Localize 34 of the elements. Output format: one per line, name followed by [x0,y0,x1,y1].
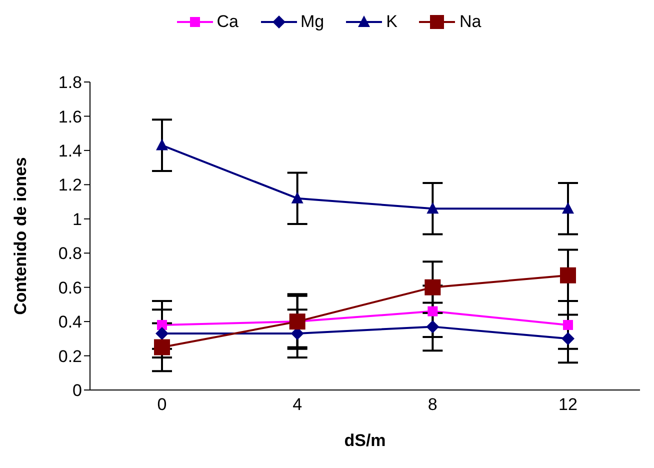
point [428,306,438,316]
legend-label: Ca [216,12,239,32]
legend-label: K [385,12,398,32]
x-tick-label: 8 [428,395,438,414]
y-tick-label: 0.2 [58,346,82,366]
point [560,267,576,284]
x-tick-label: 12 [558,395,578,414]
point [291,192,304,204]
y-axis-title: Contenido de iones [11,157,30,315]
legend-label: Mg [300,12,324,32]
legend-label: Na [458,12,482,32]
y-tick-label: 0.8 [58,244,82,264]
y-tick-label: 0.6 [58,278,82,298]
point [154,339,170,356]
point [562,202,574,214]
point [562,332,574,346]
y-tick-label: 0.4 [58,312,82,332]
x-tick-label: 4 [292,395,302,414]
y-tick-label: 1 [72,210,82,229]
point [156,327,168,340]
point [424,279,441,296]
point [156,138,168,150]
y-tick-label: 1.2 [58,176,82,195]
point [157,320,167,330]
point [426,202,439,214]
y-tick-label: 1.8 [58,73,82,92]
y-tick-label: 1.4 [58,141,82,160]
y-tick-label: 1.6 [58,107,82,126]
x-axis-title: dS/m [344,431,386,450]
point [563,320,573,330]
x-tick-label: 0 [157,395,167,414]
point [426,320,440,334]
y-tick-label: 0 [72,381,82,400]
point [289,314,306,330]
